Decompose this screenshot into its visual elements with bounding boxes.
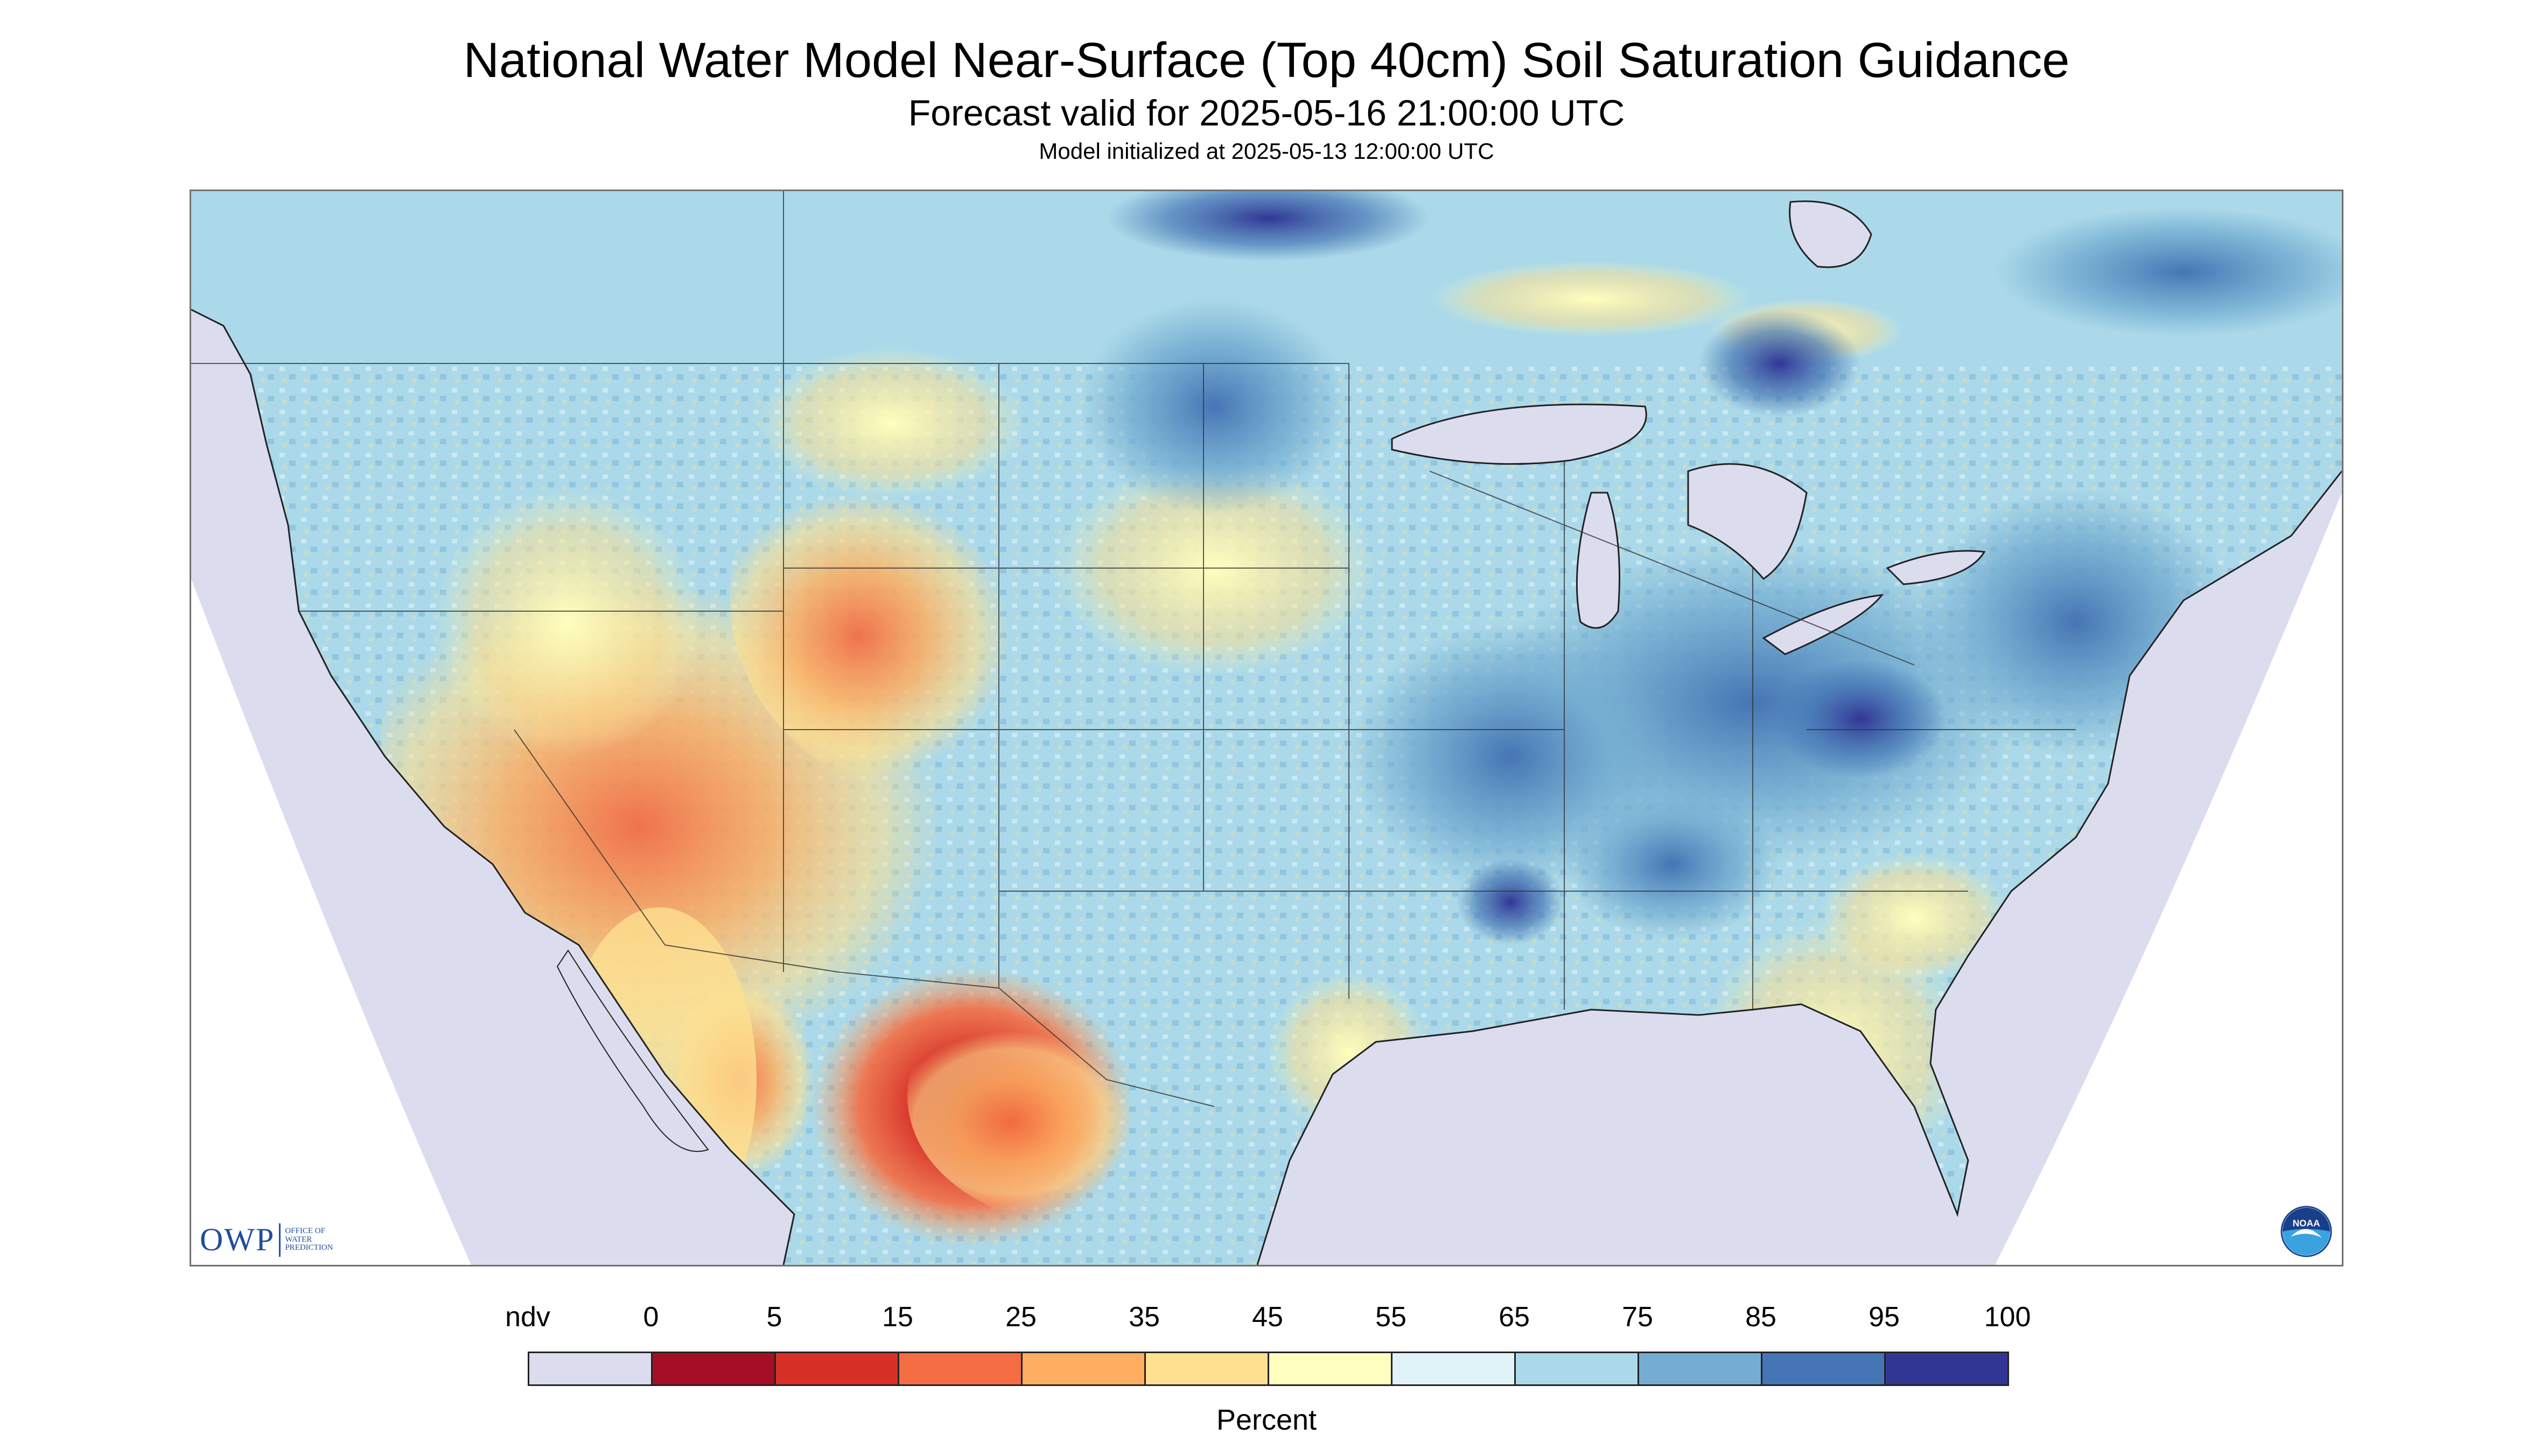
political-boundaries: [191, 191, 2076, 1107]
model-init-time: Model initialized at 2025-05-13 12:00:00…: [1039, 138, 1494, 164]
owp-subtext-line: Prediction: [285, 1243, 333, 1252]
legend-swatch: [1638, 1352, 1762, 1386]
legend-swatch: [1391, 1352, 1516, 1386]
legend-tick-label: 65: [1499, 1301, 1530, 1333]
owp-subtext-line: Office of: [285, 1226, 325, 1235]
legend-tick-label: 35: [1129, 1301, 1160, 1333]
legend-tick-label: 0: [643, 1301, 659, 1333]
forecast-valid-time: Forecast valid for 2025-05-16 21:00:00 U…: [908, 93, 1625, 134]
legend-tick-label: 100: [1984, 1301, 2031, 1333]
outside-projection-left: [191, 579, 471, 1265]
legend-swatch: [528, 1352, 653, 1386]
legend-swatch: [1514, 1352, 1639, 1386]
legend-unit-label: Percent: [1216, 1404, 1317, 1436]
legend-swatch: [1268, 1352, 1393, 1386]
legend-swatch: [1144, 1352, 1269, 1386]
legend-tick-label: 15: [882, 1301, 913, 1333]
outside-projection-right: [1995, 493, 2342, 1265]
legend-tick-label: 5: [766, 1301, 782, 1333]
legend-swatch: [651, 1352, 776, 1386]
gulf-of-california: [556, 949, 709, 1152]
soil-saturation-map[interactable]: OWP Office of Water Prediction NOAA: [190, 190, 2343, 1266]
legend-tick-label: 85: [1745, 1301, 1776, 1333]
legend-tick-label: 45: [1252, 1301, 1283, 1333]
coastline: [191, 309, 2342, 1265]
legend-swatch: [774, 1352, 899, 1386]
owp-subtext-line: Water: [285, 1235, 312, 1244]
noaa-logo-text: NOAA: [2293, 1217, 2320, 1228]
legend-tick-label: ndv: [505, 1301, 550, 1333]
legend-tick-label: 95: [1869, 1301, 1900, 1333]
legend-swatch: [898, 1352, 1023, 1386]
legend-swatch: [1761, 1352, 1886, 1386]
owp-logo-subtext: Office of Water Prediction: [285, 1227, 333, 1252]
legend-swatch: [1884, 1352, 2009, 1386]
great-lakes: [1391, 200, 1986, 655]
map-title: National Water Model Near-Surface (Top 4…: [463, 33, 2070, 88]
legend-tick-label: 75: [1622, 1301, 1653, 1333]
legend-tick-label: 55: [1375, 1301, 1407, 1333]
owp-logo-text: OWP: [200, 1222, 275, 1257]
owp-logo-divider: [279, 1223, 281, 1257]
legend-tick-label: 25: [1005, 1301, 1037, 1333]
noaa-logo: NOAA: [2280, 1206, 2332, 1257]
legend-swatch: [1021, 1352, 1146, 1386]
map-canvas: [191, 191, 2342, 1265]
owp-logo: OWP Office of Water Prediction: [200, 1221, 333, 1258]
